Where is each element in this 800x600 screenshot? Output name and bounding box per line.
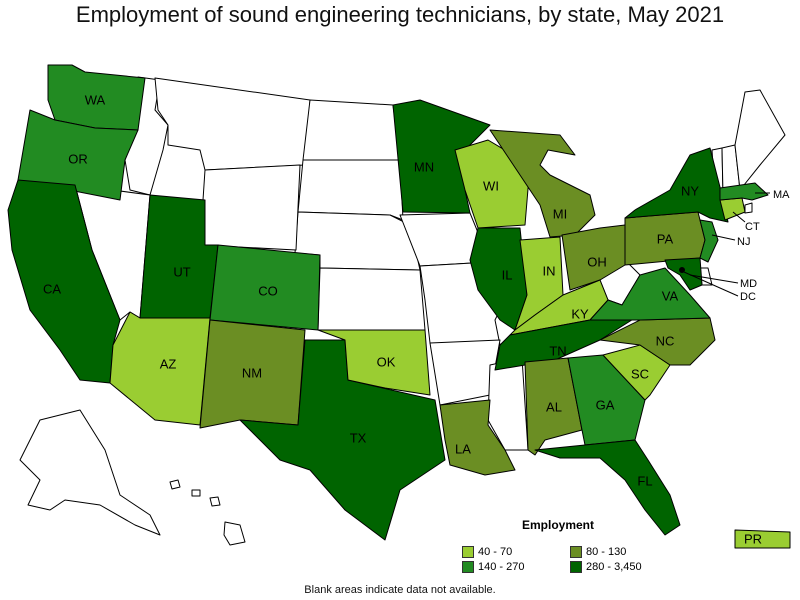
label-co: CO [258, 283, 278, 298]
label-pr: PR [744, 531, 762, 546]
map-title: Employment of sound engineering technici… [75, 2, 725, 27]
state-ma [719, 182, 769, 201]
state-sd [297, 159, 404, 221]
state-ok [317, 329, 431, 396]
legend-label-1: 40 - 70 [478, 546, 513, 558]
legend-label-3: 140 - 270 [478, 561, 525, 573]
dc-marker [679, 267, 685, 273]
state-mt [154, 77, 311, 171]
legend-item-1: 40 - 70 [462, 546, 512, 558]
label-wi: WI [483, 178, 499, 193]
state-hi [169, 479, 246, 546]
label-ok: OK [377, 354, 396, 369]
state-tn [494, 317, 636, 371]
label-va: VA [662, 288, 679, 303]
footnote: Blank areas indicate data not available. [304, 584, 496, 596]
state-il [469, 227, 528, 331]
label-md: MD [740, 278, 757, 290]
label-dc: DC [740, 291, 756, 303]
label-ca: CA [43, 281, 61, 296]
state-ks [317, 267, 426, 331]
label-al: AL [546, 399, 562, 414]
label-ky: KY [571, 306, 589, 321]
state-va [589, 267, 711, 321]
label-or: OR [68, 151, 88, 166]
legend-swatch-2 [570, 546, 582, 558]
label-fl: FL [637, 473, 652, 488]
label-nc: NC [656, 333, 675, 348]
label-sc: SC [631, 366, 649, 381]
state-ak [19, 409, 161, 536]
label-ny: NY [681, 183, 699, 198]
label-wa: WA [85, 92, 106, 107]
label-tx: TX [350, 430, 367, 445]
label-il: IL [502, 267, 513, 282]
legend-swatch-4 [570, 561, 582, 573]
label-la: LA [455, 441, 471, 456]
label-tn: TN [549, 343, 566, 358]
label-mn: MN [414, 159, 434, 174]
state-nj [699, 219, 719, 263]
legend-swatch-1 [462, 546, 474, 558]
label-ct: CT [745, 221, 760, 233]
legend-swatch-3 [462, 561, 474, 573]
legend-item-2: 80 - 130 [570, 546, 626, 558]
state-fl [534, 439, 681, 536]
state-ct [719, 197, 746, 221]
state-labels: WA OR CA UT CO AZ NM TX OK MN WI IL MI I… [43, 92, 790, 546]
state-sc [602, 344, 671, 401]
label-ut: UT [173, 264, 190, 279]
legend-title: Employment [522, 518, 595, 532]
label-mi: MI [553, 206, 567, 221]
state-la [439, 399, 516, 476]
label-ma: MA [773, 189, 790, 201]
state-mi [489, 129, 596, 238]
label-az: AZ [160, 356, 177, 371]
state-nd [302, 99, 401, 161]
legend-item-4: 280 - 3,450 [570, 561, 642, 573]
state-ny [624, 147, 729, 223]
label-in: IN [543, 263, 556, 278]
leader-lines [683, 192, 770, 297]
label-pa: PA [657, 231, 674, 246]
state-ri [744, 202, 753, 214]
legend-label-2: 80 - 130 [586, 546, 627, 558]
state-pr [734, 529, 791, 549]
state-md [664, 257, 703, 291]
label-nm: NM [242, 365, 262, 380]
label-nj: NJ [737, 236, 750, 248]
label-ga: GA [596, 397, 615, 412]
state-me [734, 89, 786, 191]
state-wy [199, 164, 301, 251]
legend-item-3: 140 - 270 [462, 561, 524, 573]
legend-label-4: 280 - 3,450 [586, 561, 642, 573]
label-oh: OH [587, 254, 607, 269]
state-ca [7, 179, 121, 384]
data-states [7, 64, 791, 549]
